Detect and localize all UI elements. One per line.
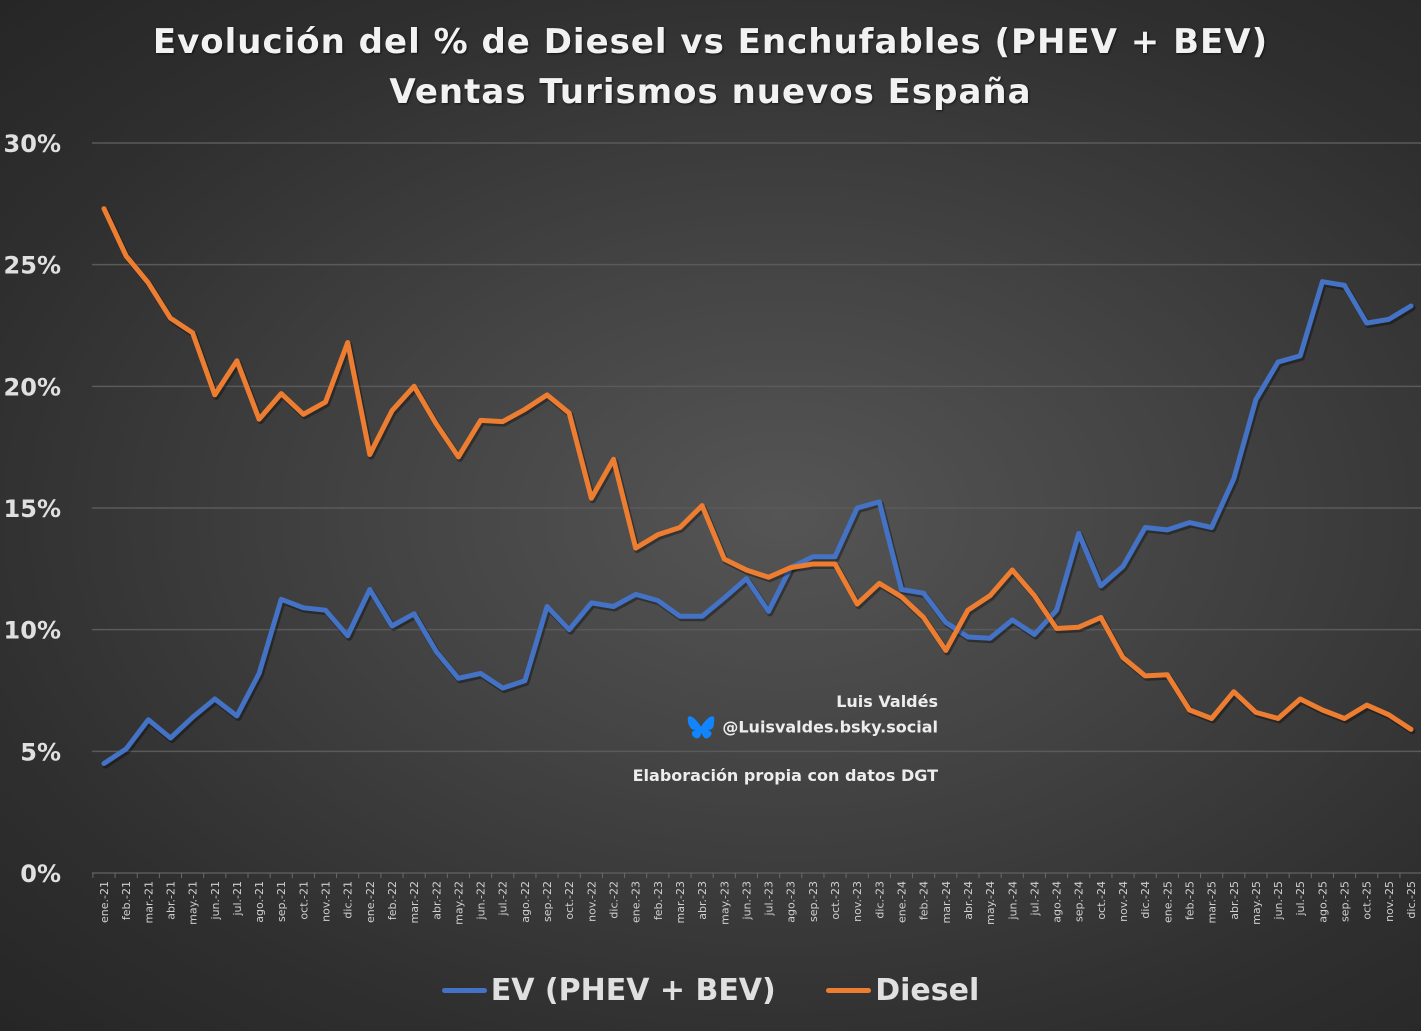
y-tick-label: 15%	[4, 495, 61, 523]
y-axis-ticks: 0% 5% 10% 15% 20% 25% 30%	[4, 130, 61, 888]
x-tick-label: mar.-25	[1206, 881, 1219, 923]
x-tick-label: jul.-22	[497, 881, 510, 917]
watermark-author: Luis Valdés	[836, 692, 938, 711]
x-tick-label: jul.-25	[1294, 881, 1307, 917]
x-tick-label: ago.-24	[1051, 881, 1064, 923]
x-tick-label: feb.-25	[1183, 881, 1196, 920]
x-tick-label: sep.-22	[541, 881, 554, 922]
x-tick-label: ene.-22	[364, 881, 377, 923]
x-tick-label: may.-21	[187, 881, 200, 925]
x-tick-label: dic.-25	[1405, 881, 1418, 919]
chart-title-line-1: Evolución del % de Diesel vs Enchufables…	[152, 22, 1269, 62]
legend-label-diesel: Diesel	[875, 973, 980, 1008]
gridlines	[92, 142, 1421, 874]
x-tick-label: may.-24	[984, 881, 997, 925]
butterfly-icon	[688, 716, 715, 739]
x-tick-label: mar.-22	[408, 881, 421, 923]
x-tick-label: oct.-25	[1361, 881, 1374, 920]
x-tick-label: oct.-22	[563, 881, 576, 920]
x-tick-label: abr.-25	[1228, 881, 1241, 920]
series-shadow-diesel	[102, 207, 1416, 735]
series-lines	[101, 206, 1416, 769]
x-tick-label: feb.-21	[120, 881, 133, 920]
x-tick-label: nov.-21	[320, 881, 333, 922]
x-tick-label: sep.-23	[807, 881, 820, 922]
legend-item-diesel: Diesel	[826, 973, 979, 1008]
x-tick-label: oct.-21	[297, 881, 310, 920]
x-tick-label: ene.-24	[895, 881, 908, 923]
y-tick-label: 10%	[4, 617, 61, 645]
x-tick-label: may.-22	[452, 881, 465, 925]
x-tick-label: jul.-21	[231, 881, 244, 917]
x-tick-label: sep.-25	[1339, 881, 1352, 922]
x-tick-label: sep.-24	[1073, 881, 1086, 922]
x-tick-label: mar.-23	[674, 881, 687, 923]
x-tick-label: jun.-25	[1272, 881, 1285, 920]
x-tick-label: feb.-22	[386, 881, 399, 920]
x-tick-label: may.-25	[1250, 881, 1263, 925]
x-tick-label: may.-23	[718, 881, 731, 925]
x-tick-label: sep.-21	[275, 881, 288, 922]
x-tick-label: abr.-22	[430, 881, 443, 920]
x-tick-label: jun.-21	[209, 881, 222, 920]
x-tick-label: jul.-24	[1028, 881, 1041, 917]
series-line-diesel	[101, 206, 1414, 732]
x-axis: ene.-21 feb.-21 mar.-21 abr.-21 may.-21 jun.-…	[92, 873, 1418, 925]
x-tick-label: dic.-24	[1139, 881, 1152, 919]
watermark-handle: @Luisvaldes.bsky.social	[686, 716, 938, 740]
x-tick-label: dic.-23	[873, 881, 886, 919]
x-tick-label: jun.-24	[1006, 881, 1019, 920]
watermark-source: Elaboración propia con datos DGT	[632, 766, 938, 785]
x-tick-label: nov.-22	[585, 881, 598, 922]
x-tick-label: ago.-23	[785, 881, 798, 923]
x-tick-label: jul.-23	[763, 881, 776, 917]
x-tick-label: nov.-25	[1383, 881, 1396, 922]
x-tick-label: ene.-25	[1161, 881, 1174, 923]
x-tick-label: ago.-21	[253, 881, 266, 923]
legend-swatch-diesel	[826, 988, 872, 993]
x-tick-label: abr.-24	[962, 881, 975, 920]
legend-label-ev: EV (PHEV + BEV)	[490, 973, 776, 1008]
x-tick-label: mar.-21	[142, 881, 155, 923]
x-tick-label: nov.-24	[1117, 881, 1130, 922]
watermark-handle-text: @Luisvaldes.bsky.social	[722, 717, 938, 737]
x-tick-label: ago.-25	[1316, 881, 1329, 923]
x-tick-label: abr.-21	[164, 881, 177, 920]
y-tick-label: 20%	[4, 373, 61, 401]
x-tick-label: feb.-23	[652, 881, 665, 920]
x-tick-label: jun.-23	[740, 881, 753, 920]
legend: EV (PHEV + BEV) Diesel	[0, 966, 1421, 1008]
y-tick-label: 30%	[4, 130, 61, 158]
x-tick-label: abr.-23	[696, 881, 709, 920]
x-tick-label: nov.-23	[851, 881, 864, 922]
x-tick-label: ene.-23	[630, 881, 643, 923]
x-tick-label: ago.-22	[519, 881, 532, 923]
x-tick-label: feb.-24	[918, 881, 931, 920]
y-tick-label: 25%	[4, 252, 61, 280]
chart-title-line-2: Ventas Turismos nuevos España	[389, 72, 1032, 112]
legend-swatch-ev	[441, 988, 487, 993]
x-tick-label: ene.-21	[98, 881, 111, 923]
x-tick-label: mar.-24	[940, 881, 953, 923]
legend-item-ev: EV (PHEV + BEV)	[441, 973, 776, 1008]
series-line-ev	[101, 279, 1414, 766]
x-tick-label: jun.-22	[475, 881, 488, 920]
x-tick-label: dic.-22	[608, 881, 621, 919]
y-tick-label: 0%	[20, 860, 61, 888]
x-tick-label: oct.-23	[829, 881, 842, 920]
x-tick-label: oct.-24	[1095, 881, 1108, 920]
y-tick-label: 5%	[20, 738, 61, 766]
series-shadow-ev	[102, 280, 1416, 769]
x-tick-label: dic.-21	[342, 881, 355, 919]
